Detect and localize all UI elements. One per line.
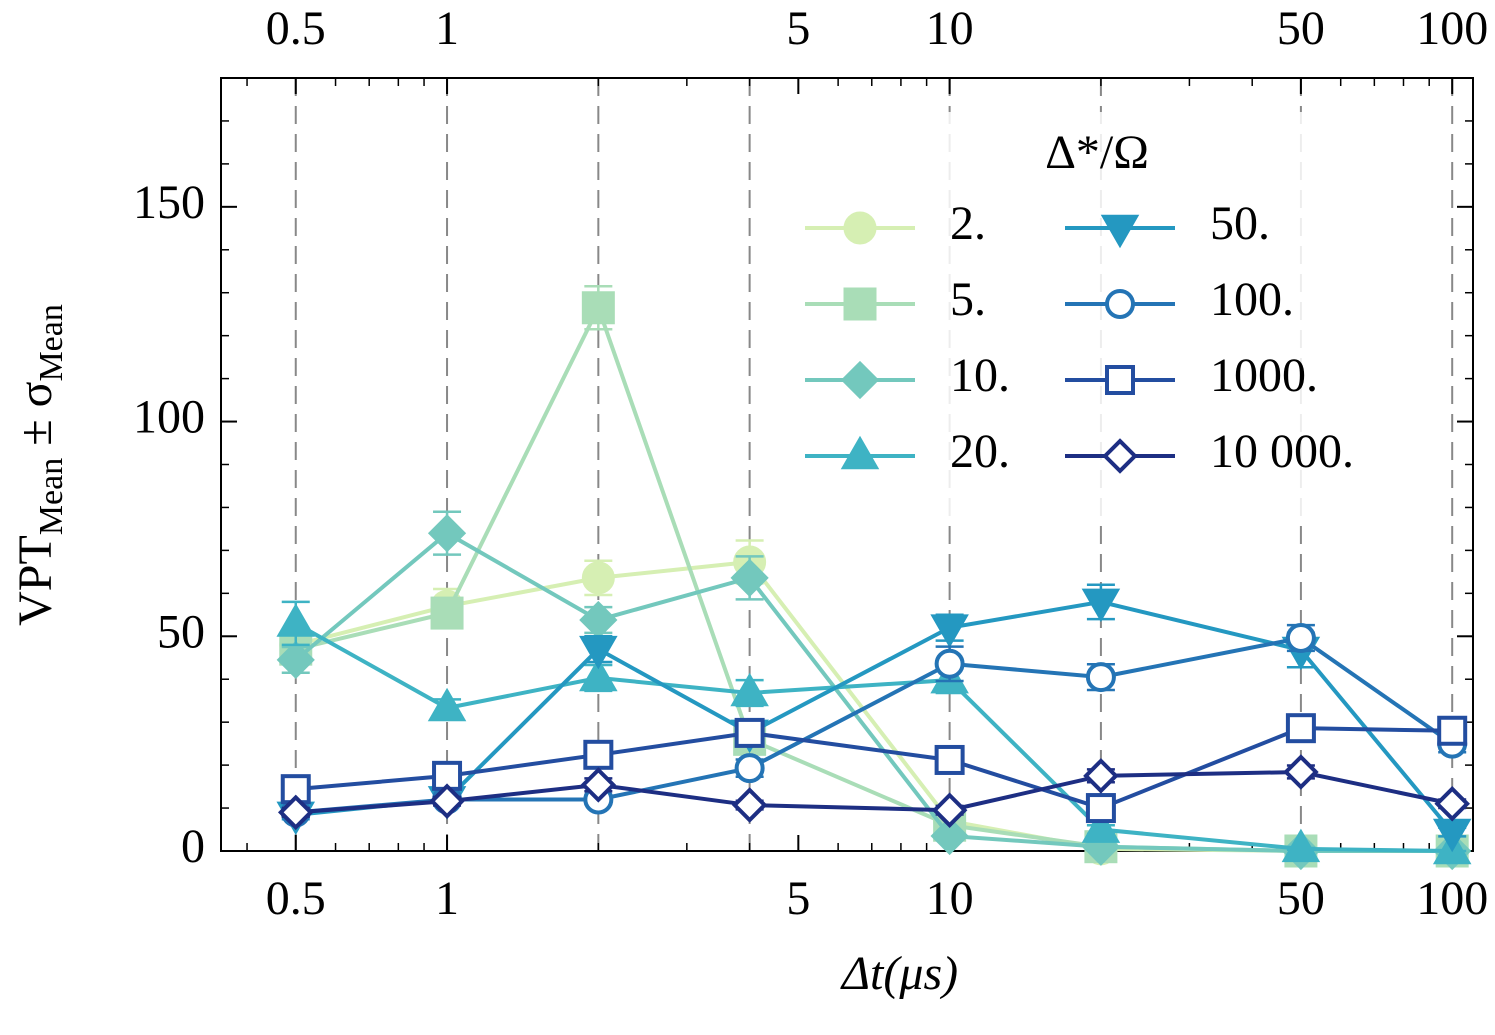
x-tick-label: 5 — [786, 872, 810, 925]
marker — [427, 687, 467, 722]
marker — [430, 596, 464, 630]
marker — [930, 614, 969, 648]
series-line — [294, 621, 1453, 853]
x-tick-label: 0.5 — [266, 872, 326, 925]
marker — [427, 514, 467, 553]
marker — [1283, 754, 1319, 790]
marker — [930, 816, 969, 856]
legend-title: Δ*/Ω — [1045, 126, 1149, 179]
legend-label: 50. — [1210, 197, 1270, 250]
marker — [1281, 828, 1321, 863]
marker — [1105, 365, 1135, 395]
marker — [734, 717, 765, 748]
x-tick-label-top: 100 — [1416, 2, 1488, 55]
marker — [1102, 438, 1138, 474]
y-axis-label: VPTMean ± σMean — [9, 304, 70, 626]
y-label-part: ± σ — [9, 381, 62, 457]
marker — [730, 558, 769, 597]
marker — [931, 792, 968, 828]
legend-label: 20. — [950, 425, 1010, 478]
marker — [580, 767, 617, 803]
x-tick-label-top: 50 — [1277, 2, 1325, 55]
legend-label: 100. — [1210, 273, 1294, 326]
marker — [277, 794, 314, 831]
marker — [934, 648, 965, 679]
marker — [934, 744, 965, 775]
series-line — [294, 530, 1453, 853]
marker — [840, 360, 880, 400]
marker — [1085, 793, 1116, 824]
marker — [579, 635, 618, 670]
y-tick-label: 100 — [133, 391, 205, 444]
marker — [1100, 214, 1140, 249]
marker — [731, 787, 768, 823]
marker — [734, 753, 765, 784]
marker — [843, 211, 877, 245]
marker — [1285, 622, 1316, 653]
marker — [1081, 588, 1121, 623]
marker — [1085, 662, 1116, 693]
legend-label: 5. — [950, 273, 986, 326]
y-label-part: VPT — [9, 535, 62, 626]
y-tick-label: 0 — [181, 820, 205, 873]
y-label-sub: Mean — [33, 458, 70, 535]
marker — [1105, 289, 1135, 319]
marker — [1437, 715, 1468, 746]
marker — [581, 561, 615, 595]
marker — [579, 657, 618, 692]
x-tick-label: 10 — [926, 872, 974, 925]
marker — [1285, 713, 1316, 744]
series — [280, 713, 1468, 824]
x-axis-label: Δt(μs) — [840, 947, 958, 1000]
marker — [583, 739, 614, 770]
marker — [1081, 809, 1121, 843]
x-tick-label-top: 5 — [786, 2, 810, 55]
legend-label: 10 000. — [1210, 425, 1354, 478]
marker — [840, 435, 880, 470]
series — [277, 754, 1470, 831]
y-label-sub: Mean — [33, 304, 70, 381]
marker — [843, 287, 877, 321]
legend-label: 10. — [950, 349, 1010, 402]
y-tick-label: 150 — [133, 176, 205, 229]
x-tick-label-top: 1 — [435, 2, 459, 55]
legend-label: 1000. — [1210, 349, 1318, 402]
marker — [276, 640, 315, 680]
x-tick-label: 100 — [1416, 872, 1488, 925]
marker — [429, 783, 465, 819]
legend-label: 2. — [950, 197, 986, 250]
y-tick-label: 50 — [157, 605, 205, 658]
series — [276, 510, 1472, 871]
series-line — [295, 769, 1453, 815]
x-tick-label-top: 0.5 — [266, 2, 326, 55]
marker — [581, 291, 615, 325]
marker — [1083, 758, 1119, 794]
x-tick-label: 50 — [1277, 872, 1325, 925]
series-line — [295, 726, 1453, 811]
marker — [730, 672, 769, 707]
series-line — [295, 599, 1454, 834]
marker — [1434, 785, 1470, 822]
x-tick-label: 1 — [435, 872, 459, 925]
x-tick-label-top: 10 — [926, 2, 974, 55]
marker — [276, 603, 316, 637]
